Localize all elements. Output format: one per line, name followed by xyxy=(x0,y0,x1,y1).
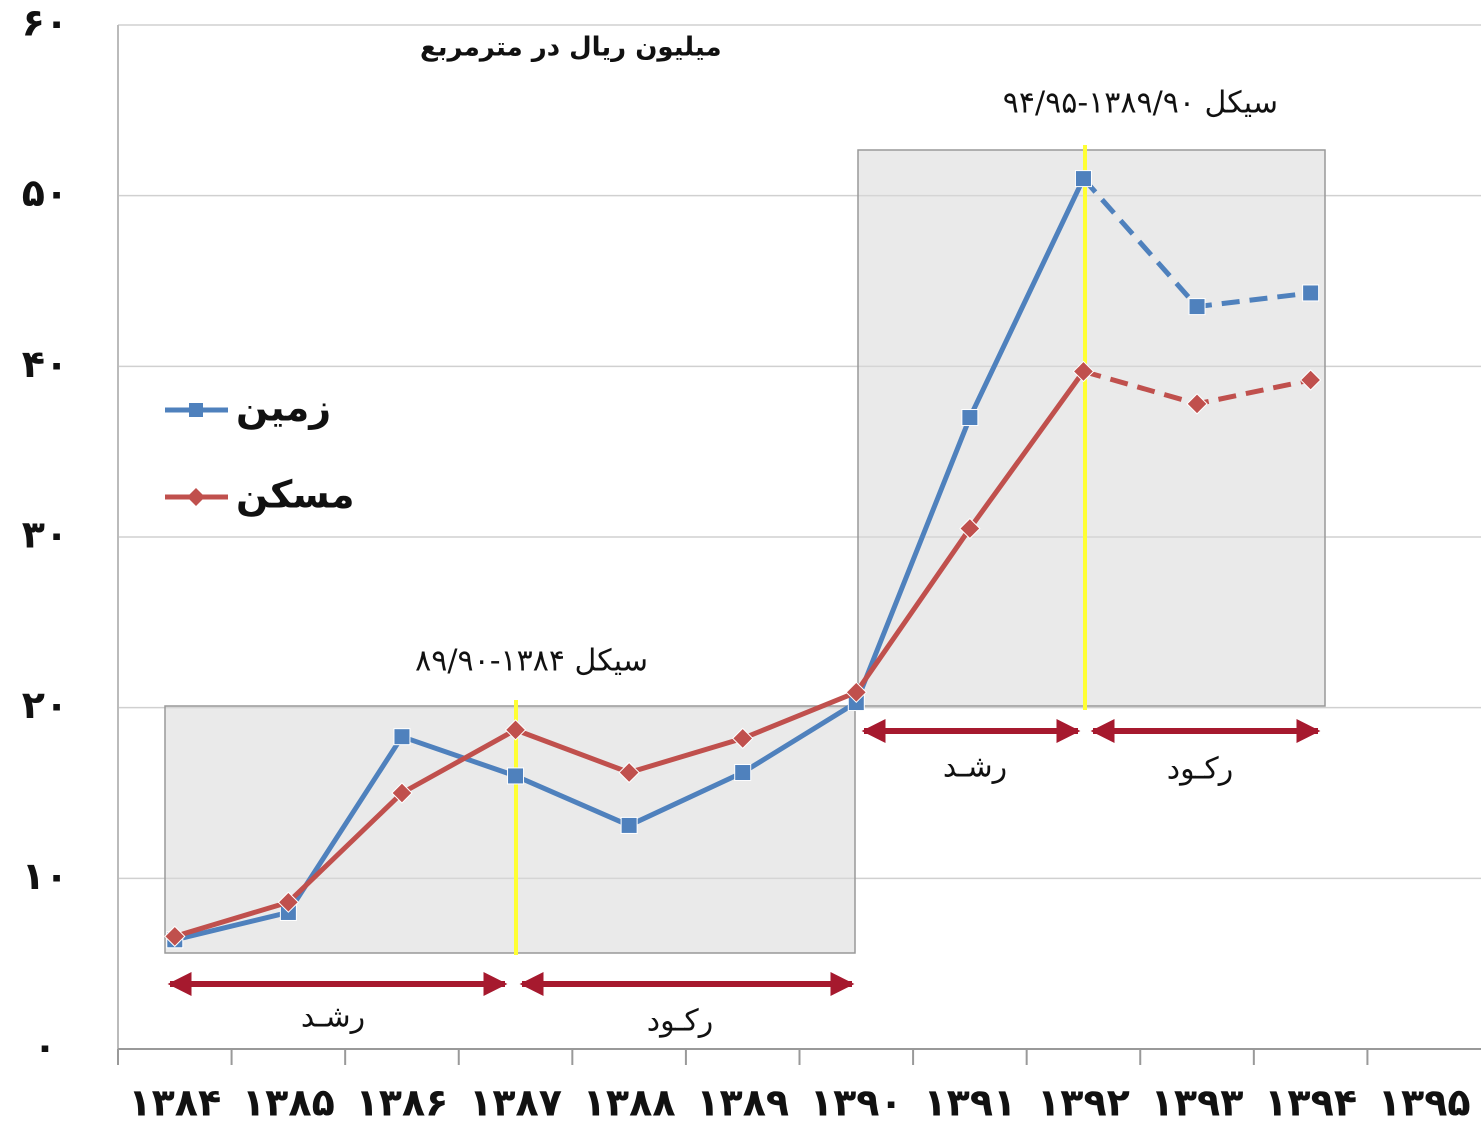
y-tick-label: ۳۰ xyxy=(22,513,68,557)
unit-label: میلیون ریال در مترمربع xyxy=(420,33,722,63)
point-marker xyxy=(620,816,638,834)
point-marker xyxy=(391,782,413,804)
point-marker xyxy=(845,681,867,704)
legend-marker xyxy=(189,403,203,417)
point-marker xyxy=(1072,360,1095,383)
x-tick-label: ۱۳۸۴ xyxy=(128,1081,221,1125)
point-marker xyxy=(959,517,981,540)
point-marker xyxy=(961,409,979,427)
cycle-2-region xyxy=(857,149,1326,707)
legend-label: زمین xyxy=(236,386,331,430)
legend-label: مسکن xyxy=(236,473,355,517)
point-marker xyxy=(277,891,300,913)
point-marker xyxy=(504,719,527,741)
x-tick-label: ۱۳۸۹ xyxy=(696,1081,789,1125)
x-tick-label: ۱۳۹۴ xyxy=(1264,1081,1357,1125)
legend-marker xyxy=(187,488,205,506)
point-marker xyxy=(734,764,752,782)
x-tick-label: ۱۳۸۵ xyxy=(242,1081,335,1125)
point-marker xyxy=(1302,284,1320,302)
cycle-label: سیکل ۱۳۸۴-۸۹/۹۰ xyxy=(415,644,648,679)
x-tick-label: ۱۳۸۷ xyxy=(469,1081,562,1125)
point-marker xyxy=(164,925,186,948)
point-marker xyxy=(1186,393,1208,415)
x-tick-label: ۱۳۹۱ xyxy=(923,1081,1016,1125)
y-tick-label: ۵۰ xyxy=(22,171,68,215)
point-marker xyxy=(1074,170,1092,188)
x-tick-label: ۱۳۹۲ xyxy=(1037,1081,1130,1125)
y-tick-label: ۲۰ xyxy=(22,683,68,727)
point-marker xyxy=(393,728,411,746)
x-tick-label: ۱۳۹۳ xyxy=(1151,1081,1244,1125)
y-tick-label: ۱۰ xyxy=(22,854,68,898)
phase-label: رکـود xyxy=(1167,752,1233,787)
x-tick-label: ۱۳۸۶ xyxy=(356,1081,449,1125)
x-tick-label: ۱۳۸۸ xyxy=(583,1081,676,1125)
point-marker xyxy=(1188,298,1206,316)
y-tick-label: ۰ xyxy=(33,1025,56,1069)
point-marker xyxy=(618,761,640,784)
x-tick-label: ۱۳۹۵ xyxy=(1378,1081,1471,1125)
y-tick-label: ۴۰ xyxy=(22,342,68,386)
phase-label: رکـود xyxy=(647,1004,713,1039)
phase-label: رشـد xyxy=(301,1000,365,1035)
point-marker xyxy=(732,727,754,750)
phase-label: رشـد xyxy=(943,750,1007,785)
x-tick-label: ۱۳۹۰ xyxy=(810,1081,903,1125)
point-marker xyxy=(507,767,525,785)
point-marker xyxy=(1299,369,1322,391)
cycle-label: سیکل ۱۳۸۹/۹۰-۹۴/۹۵ xyxy=(1003,86,1278,121)
y-tick-label: ۶۰ xyxy=(22,1,68,45)
